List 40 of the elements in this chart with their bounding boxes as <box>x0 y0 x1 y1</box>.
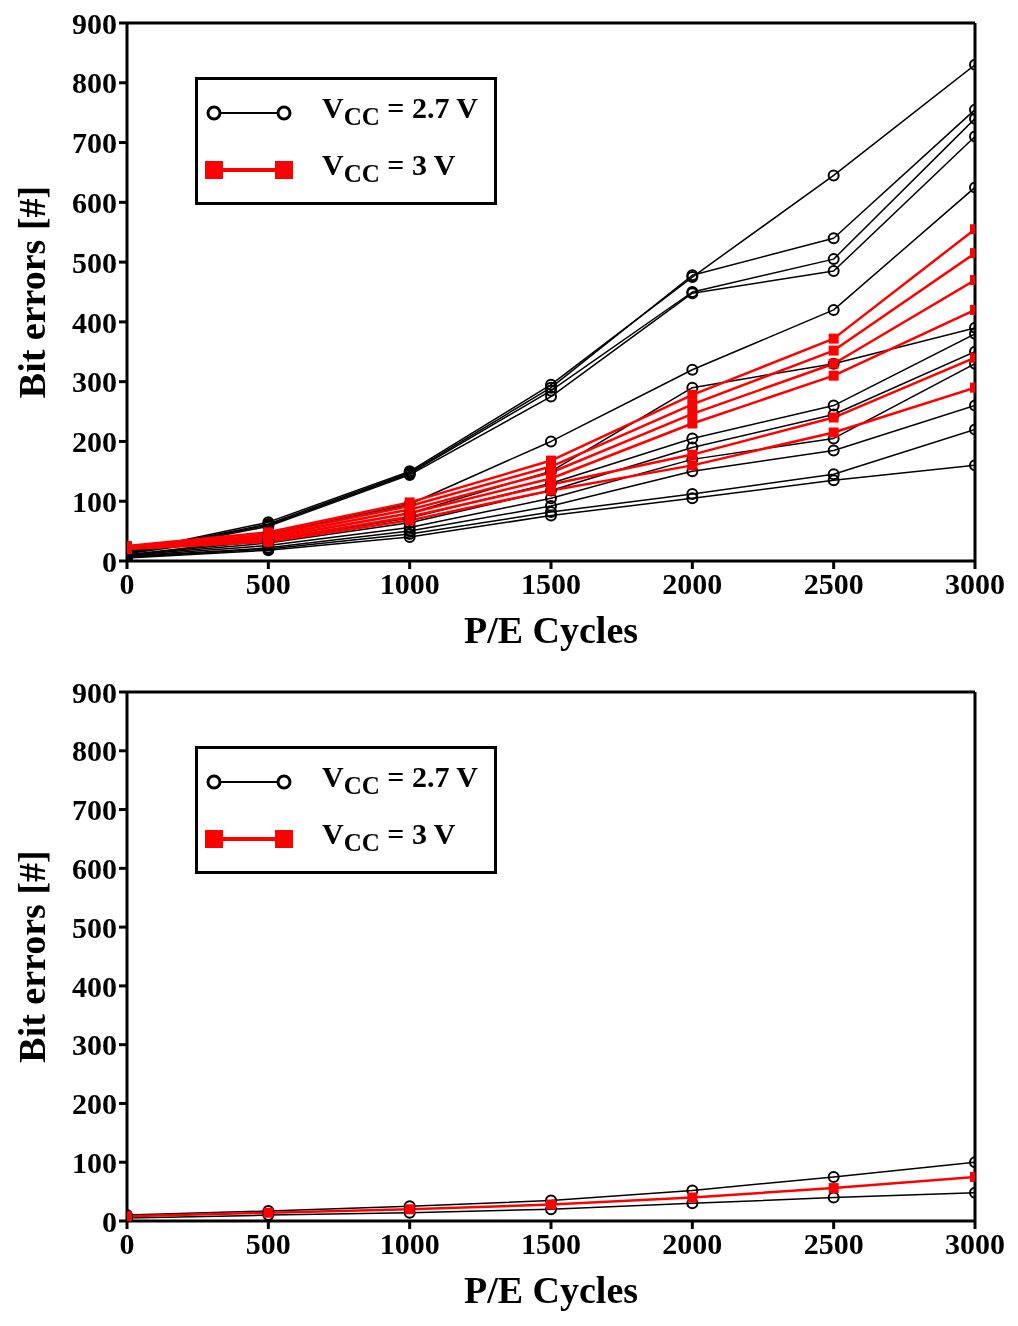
x-tick-label: 3000 <box>945 567 1005 601</box>
y-tick-label: 100 <box>72 1145 117 1179</box>
x-tick-label: 2500 <box>803 1227 864 1261</box>
y-tick-label: 400 <box>72 305 117 339</box>
y-axis-title: Bit errors [#] <box>11 185 53 399</box>
x-axis-title: P/E Cycles <box>463 609 639 651</box>
y-tick-label: 300 <box>72 365 117 399</box>
y-tick-label: 200 <box>72 425 117 459</box>
y-tick-label: 200 <box>72 1087 117 1121</box>
legend-label: V$_{CC}$ = 2.7 V <box>322 90 478 132</box>
y-axis-title: Bit errors [#] <box>11 850 53 1063</box>
y-tick-label: 800 <box>72 66 117 100</box>
y-tick-label: 900 <box>72 6 117 40</box>
y-tick-label: 600 <box>72 851 117 885</box>
y-tick-label: 500 <box>72 245 117 279</box>
x-tick-label: 2500 <box>803 567 864 601</box>
x-tick-label: 500 <box>245 567 291 601</box>
y-tick-label: 400 <box>72 969 117 1003</box>
legend-label: V$_{CC}$ = 3 V <box>322 816 456 858</box>
x-tick-label: 2000 <box>662 1227 723 1261</box>
y-tick-label: 300 <box>72 1028 117 1062</box>
legend-label: V$_{CC}$ = 2.7 V <box>322 759 478 801</box>
x-axis-title: P/E Cycles <box>463 1269 639 1311</box>
y-tick-label: 800 <box>72 734 117 768</box>
y-tick-label: 700 <box>72 793 117 827</box>
x-tick-label: 1000 <box>379 567 440 601</box>
y-tick-label: 500 <box>72 910 117 944</box>
y-tick-label: 0 <box>102 1204 117 1238</box>
x-tick-label: 3000 <box>945 1227 1005 1261</box>
y-tick-label: 0 <box>102 544 117 578</box>
y-tick-label: 100 <box>72 484 117 518</box>
legend-label: V$_{CC}$ = 3 V <box>322 147 456 189</box>
x-tick-label: 2000 <box>662 567 723 601</box>
y-tick-label: 700 <box>72 126 117 160</box>
x-tick-label: 1500 <box>521 1227 581 1261</box>
x-tick-label: 1500 <box>521 567 581 601</box>
y-tick-label: 600 <box>72 185 117 219</box>
x-tick-label: 500 <box>245 1227 291 1261</box>
x-tick-label: 1000 <box>379 1227 440 1261</box>
y-tick-label: 900 <box>72 675 117 709</box>
